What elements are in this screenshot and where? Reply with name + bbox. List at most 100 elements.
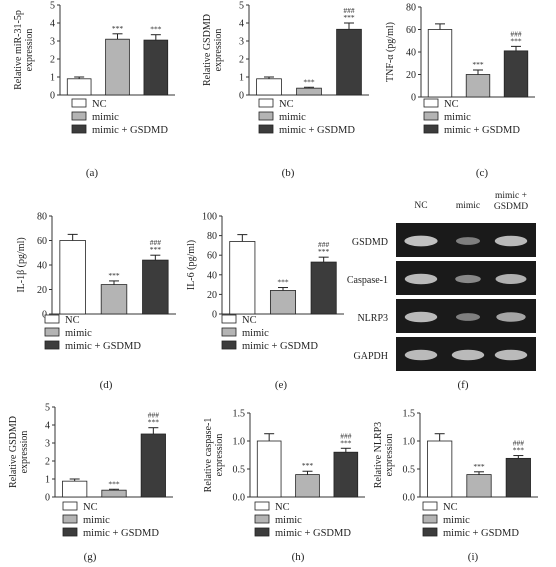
bar	[256, 78, 282, 96]
y-tick-label: 0	[50, 91, 55, 102]
significance-label: ###	[318, 240, 330, 249]
significance-label: ###	[148, 411, 160, 420]
blot-band	[496, 312, 526, 322]
bar	[140, 433, 166, 498]
y-axis-label: Relative miR-31-5p	[13, 10, 24, 90]
significance-label: ###	[150, 238, 162, 247]
blot-row-label: GSDMD	[352, 237, 388, 248]
panel-caption: (e)	[275, 379, 288, 391]
panel-caption: (h)	[292, 551, 305, 563]
y-tick-label: 40	[406, 48, 416, 59]
significance-label: ***	[108, 479, 120, 488]
legend-label: mimic	[65, 328, 92, 339]
y-tick-label: 1	[45, 475, 50, 486]
bar	[427, 440, 453, 498]
y-tick-label: 4	[50, 19, 55, 30]
legend-swatch	[258, 124, 274, 134]
legend-label: mimic	[92, 112, 119, 123]
y-tick-label: 1.0	[403, 437, 416, 448]
legend-label: NC	[242, 315, 257, 326]
panel-caption: (b)	[282, 167, 295, 179]
y-axis-label: Relative GSDMD	[202, 14, 213, 86]
y-tick-label: 0	[239, 91, 244, 102]
legend-swatch	[422, 501, 438, 511]
legend-swatch	[423, 124, 439, 134]
panel-caption: (d)	[100, 379, 113, 391]
significance-label: ###	[343, 6, 355, 15]
significance-label: ###	[340, 431, 352, 440]
y-axis-label: IL-1β (pg/ml)	[16, 237, 27, 292]
bar	[100, 284, 128, 315]
y-axis-label: expression	[213, 29, 224, 72]
legend-label: mimic + GSDMD	[83, 528, 159, 539]
y-tick-label: 60	[37, 236, 47, 247]
bar	[465, 74, 491, 98]
legend-label: mimic + GSDMD	[443, 528, 519, 539]
y-tick-label: 60	[406, 25, 416, 36]
y-tick-label: 60	[207, 251, 217, 262]
legend-label: mimic	[275, 515, 302, 526]
legend-swatch	[62, 514, 78, 524]
blot-column-header: GSDMD	[494, 202, 528, 212]
legend-swatch	[422, 527, 438, 537]
panel-caption: (f)	[458, 379, 469, 391]
bar	[295, 474, 320, 498]
y-tick-label: 20	[406, 70, 416, 81]
blot-band	[455, 313, 481, 321]
significance-label: ***	[150, 25, 162, 34]
y-tick-label: 80	[37, 212, 47, 223]
y-tick-label: 3	[50, 37, 55, 48]
y-tick-label: 1.0	[233, 437, 246, 448]
legend-label: mimic	[83, 515, 110, 526]
y-tick-label: 3	[45, 439, 50, 450]
significance-label: ***	[112, 24, 124, 33]
y-tick-label: 40	[207, 270, 217, 281]
blot-row-label: GAPDH	[354, 351, 388, 362]
blot-band	[404, 273, 438, 285]
y-tick-label: 4	[45, 421, 50, 432]
legend-swatch	[258, 111, 274, 121]
y-tick-label: 5	[45, 403, 50, 414]
y-tick-label: 0	[45, 493, 50, 504]
legend-label: mimic + GSDMD	[92, 125, 168, 136]
y-tick-label: 4	[239, 19, 244, 30]
significance-label: ***	[473, 462, 485, 471]
significance-label: ***	[148, 418, 160, 427]
blot-column-header: NC	[414, 201, 427, 211]
legend-label: mimic + GSDMD	[65, 341, 141, 352]
bar	[101, 489, 127, 498]
bar	[336, 28, 362, 96]
bar	[296, 87, 322, 96]
significance-label: ###	[513, 439, 525, 448]
significance-label: ###	[510, 29, 522, 38]
blot-band	[404, 349, 438, 361]
y-axis-label: expression	[384, 434, 395, 477]
significance-label: ***	[510, 36, 522, 45]
y-axis-label: IL-6 (pg/ml)	[186, 240, 197, 290]
y-tick-label: 1	[50, 73, 55, 84]
y-tick-label: 100	[202, 212, 217, 223]
significance-label: ***	[343, 13, 355, 22]
significance-label: ***	[303, 77, 315, 86]
y-tick-label: 0	[42, 310, 47, 321]
legend-swatch	[71, 111, 87, 121]
legend-label: mimic	[242, 328, 269, 339]
bar	[310, 261, 337, 315]
legend-label: mimic	[444, 112, 471, 123]
y-tick-label: 40	[37, 261, 47, 272]
y-tick-label: 3	[239, 37, 244, 48]
blot-row-label: NLRP3	[357, 313, 388, 324]
y-axis-label: Relative caspase-1	[203, 418, 214, 493]
panel-caption: (g)	[84, 551, 97, 563]
y-tick-label: 0.5	[233, 465, 246, 476]
chart-panel-a: 0 1 2 3 4 5 Relative miR-31-5p expression *** ***…	[13, 1, 175, 179]
legend-label: NC	[65, 315, 80, 326]
bar	[59, 240, 86, 315]
bar	[269, 290, 297, 315]
bar	[66, 78, 92, 96]
